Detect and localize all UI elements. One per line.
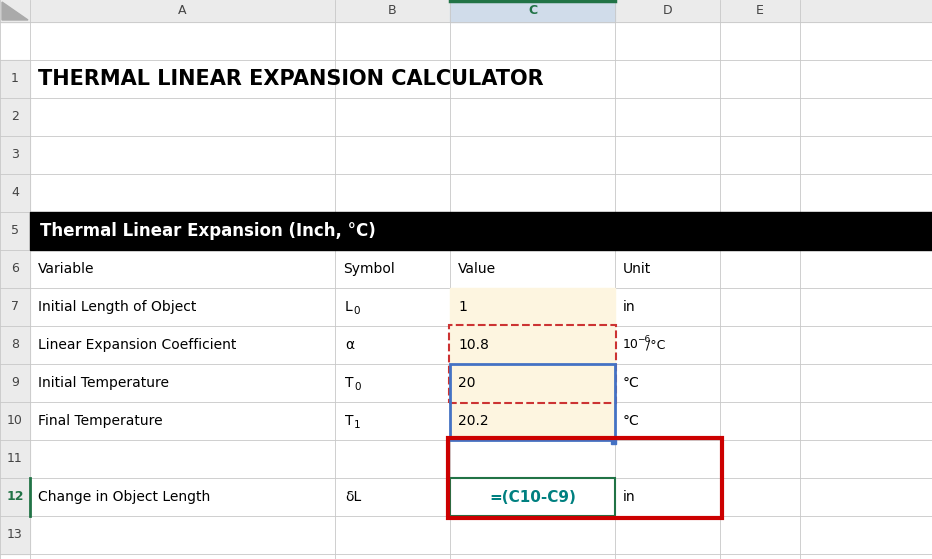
Bar: [611, 439, 616, 444]
Polygon shape: [2, 2, 28, 20]
Text: 3: 3: [11, 149, 19, 162]
Text: 9: 9: [11, 377, 19, 390]
Text: A: A: [178, 4, 186, 17]
Text: 7: 7: [11, 301, 19, 314]
Text: 10: 10: [623, 339, 638, 352]
Text: Initial Temperature: Initial Temperature: [38, 376, 169, 390]
Text: 0: 0: [354, 382, 361, 392]
Text: B: B: [389, 4, 397, 17]
Text: Final Temperature: Final Temperature: [38, 414, 162, 428]
Text: α: α: [345, 338, 354, 352]
Bar: [450, 478, 615, 516]
Text: Initial Length of Object: Initial Length of Object: [38, 300, 197, 314]
Bar: [0, 364, 30, 402]
Bar: [0, 0, 932, 22]
Text: Change in Object Length: Change in Object Length: [38, 490, 211, 504]
Text: Variable: Variable: [38, 262, 94, 276]
Text: 13: 13: [7, 528, 23, 542]
Text: °C: °C: [623, 376, 639, 390]
Text: °C: °C: [623, 414, 639, 428]
Text: Thermal Linear Expansion (Inch, °C): Thermal Linear Expansion (Inch, °C): [40, 222, 376, 240]
Text: Symbol: Symbol: [343, 262, 395, 276]
Bar: [0, 440, 30, 478]
Bar: [30, 212, 932, 250]
Text: 5: 5: [11, 225, 19, 238]
Text: 10.8: 10.8: [458, 338, 489, 352]
Bar: [449, 325, 616, 403]
Text: 1: 1: [354, 420, 361, 430]
Text: C: C: [528, 4, 537, 17]
Text: Value: Value: [458, 262, 496, 276]
Text: 10: 10: [7, 415, 23, 428]
Text: E: E: [756, 4, 764, 17]
Bar: [450, 478, 615, 516]
Text: 0: 0: [353, 306, 360, 316]
Text: 6: 6: [11, 263, 19, 276]
Bar: [0, 288, 30, 326]
Bar: [450, 364, 615, 402]
Text: Linear Expansion Coefficient: Linear Expansion Coefficient: [38, 338, 237, 352]
Bar: [0, 326, 30, 364]
Text: T: T: [345, 376, 353, 390]
Text: 1: 1: [11, 73, 19, 86]
Bar: [450, 364, 615, 440]
Bar: [0, 402, 30, 440]
Text: 2: 2: [11, 111, 19, 124]
Bar: [0, 212, 30, 250]
Text: 11: 11: [7, 452, 23, 466]
Bar: [0, 136, 30, 174]
Text: THERMAL LINEAR EXPANSION CALCULATOR: THERMAL LINEAR EXPANSION CALCULATOR: [38, 69, 543, 89]
Bar: [0, 478, 30, 516]
Polygon shape: [0, 0, 30, 22]
Text: in: in: [623, 300, 636, 314]
Bar: [448, 438, 722, 518]
Text: 4: 4: [11, 187, 19, 200]
Bar: [0, 250, 30, 288]
Text: L: L: [345, 300, 352, 314]
Text: Unit: Unit: [623, 262, 651, 276]
Bar: [450, 0, 615, 22]
Bar: [0, 516, 30, 554]
Text: 8: 8: [11, 339, 19, 352]
Text: =(C10-C9): =(C10-C9): [489, 490, 576, 505]
Text: δL: δL: [345, 490, 362, 504]
Bar: [450, 402, 615, 440]
Bar: [450, 288, 615, 326]
Bar: [0, 60, 30, 98]
Text: 20: 20: [458, 376, 475, 390]
Text: 20.2: 20.2: [458, 414, 488, 428]
Text: 12: 12: [7, 490, 23, 504]
Bar: [450, 326, 615, 364]
Text: in: in: [623, 490, 636, 504]
Text: −6: −6: [637, 334, 651, 343]
Bar: [0, 98, 30, 136]
Bar: [0, 174, 30, 212]
Text: 1: 1: [458, 300, 467, 314]
Text: D: D: [663, 4, 672, 17]
Text: /°C: /°C: [646, 339, 665, 352]
Text: T: T: [345, 414, 353, 428]
